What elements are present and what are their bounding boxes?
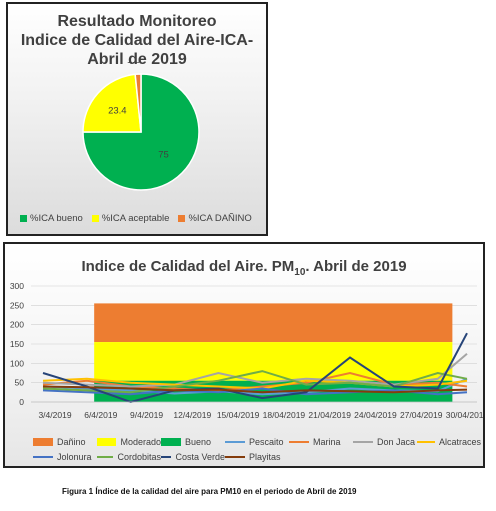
pie-legend-label: %ICA aceptable xyxy=(101,213,170,224)
x-tick-label: 30/04/2019 xyxy=(446,410,483,420)
y-tick-label: 250 xyxy=(10,300,24,310)
line-legend: Dañino Moderado Bueno Pescaito Marina Don Jac… xyxy=(33,434,481,464)
line-legend-label: Bueno xyxy=(185,436,212,447)
line-legend-item-jolonura: Jolonura xyxy=(33,452,97,462)
pie-legend-item-ica-aceptable: %ICA aceptable xyxy=(91,213,170,224)
x-tick-label: 24/04/2019 xyxy=(354,410,397,420)
x-tick-label: 15/04/2019 xyxy=(217,410,260,420)
pie-legend: %ICA bueno %ICA aceptable %ICA DAÑINO xyxy=(20,213,265,224)
pie-legend-item-ica-bueno: %ICA bueno xyxy=(20,213,83,224)
line-legend-label: Playitas xyxy=(249,451,281,462)
line-legend-swatch xyxy=(225,440,245,443)
line-legend-row: Dañino Moderado Bueno Pescaito Marina Don Jac… xyxy=(33,434,481,449)
line-legend-item-costa-verde: Costa Verde xyxy=(161,452,225,462)
line-legend-label: Pescaito xyxy=(249,436,284,447)
line-legend-item-danino: Dañino xyxy=(33,437,97,447)
pie-data-label-ica-aceptable: 23.4 xyxy=(108,106,127,117)
x-tick-label: 6/4/2019 xyxy=(84,410,117,420)
line-legend-label: Costa Verde xyxy=(175,451,225,462)
pie-slice-ica-bueno xyxy=(82,73,200,191)
line-chart-title: Indice de Calidad del Aire. PM10. Abril … xyxy=(5,258,483,278)
line-legend-swatch xyxy=(97,455,114,458)
line-legend-swatch xyxy=(225,455,245,458)
pie-legend-swatch xyxy=(91,215,99,222)
pie-data-label-ica-danino: 1.6 xyxy=(127,60,140,66)
pie-chart-title: Resultado Monitoreo Indice de Calidad de… xyxy=(20,13,254,68)
pie-legend-swatch xyxy=(178,215,186,222)
line-legend-swatch xyxy=(33,437,53,446)
y-tick-label: 200 xyxy=(10,320,24,330)
line-legend-swatch xyxy=(161,455,172,458)
line-legend-label: Cordobitas xyxy=(117,451,161,462)
line-legend-item-bueno: Bueno xyxy=(161,437,225,447)
line-chart-panel: Indice de Calidad del Aire. PM10. Abril … xyxy=(3,242,485,468)
line-legend-item-cordobitas: Cordobitas xyxy=(97,452,161,462)
line-chart-title-main: Indice de Calidad del Aire. PM xyxy=(81,258,295,275)
band-danino xyxy=(94,303,453,343)
line-legend-label: Marina xyxy=(313,436,341,447)
x-tick-label: 9/4/2019 xyxy=(130,410,163,420)
y-tick-label: 150 xyxy=(10,339,24,349)
pie-slice-ica-danino xyxy=(134,73,142,133)
x-tick-label: 18/04/2019 xyxy=(263,410,306,420)
line-legend-label: Jolonura xyxy=(57,451,92,462)
y-tick-label: 50 xyxy=(15,378,25,388)
figure-caption: Figura 1 Índice de la calidad del aire p… xyxy=(62,487,357,496)
line-chart-title-tail: . Abril de 2019 xyxy=(305,258,407,275)
line-legend-item-playitas: Playitas xyxy=(225,452,289,462)
pie-legend-swatch xyxy=(20,215,27,222)
line-legend-label: Moderado xyxy=(120,436,161,447)
pie-chart-panel: Resultado Monitoreo Indice de Calidad de… xyxy=(6,2,268,236)
line-legend-label: Don Jaca xyxy=(377,436,416,447)
x-tick-label: 12/4/2019 xyxy=(173,410,211,420)
pie-legend-label: %ICA DAÑINO xyxy=(188,213,252,224)
pie-legend-label: %ICA bueno xyxy=(30,213,83,224)
x-tick-label: 21/04/2019 xyxy=(308,410,351,420)
line-legend-swatch xyxy=(161,437,181,446)
line-chart: 0 50 100 150 200 250 300 3/4/2019 6/4/2019 9/4/20… xyxy=(10,281,483,420)
y-tick-label: 100 xyxy=(10,358,24,368)
line-legend-swatch xyxy=(353,440,373,443)
pie-slice-ica-aceptable xyxy=(82,73,142,133)
series-line-costa-verde xyxy=(42,332,468,404)
series-line-marina xyxy=(42,371,468,392)
line-legend-label: Dañino xyxy=(57,436,86,447)
x-tick-label: 3/4/2019 xyxy=(38,410,71,420)
pie-data-label-ica-bueno: 75 xyxy=(158,150,169,161)
line-legend-item-moderado: Moderado xyxy=(97,437,161,447)
y-tick-label: 300 xyxy=(10,281,24,291)
line-legend-item-pescaito: Pescaito xyxy=(225,437,289,447)
line-legend-item-don-jaca: Don Jaca xyxy=(353,437,417,447)
line-legend-swatch xyxy=(289,440,309,443)
y-tick-label: 0 xyxy=(19,397,24,407)
x-tick-label: 27/04/2019 xyxy=(400,410,443,420)
line-legend-item-alcatraces: Alcatraces xyxy=(417,437,481,447)
line-legend-row: Jolonura Cordobitas Costa Verde Playitas xyxy=(33,449,481,464)
series-line-playitas xyxy=(42,385,468,394)
line-legend-item-marina: Marina xyxy=(289,437,353,447)
line-legend-label: Alcatraces xyxy=(438,436,481,447)
line-legend-swatch xyxy=(417,440,435,443)
pie-legend-item-ica-danino: %ICA DAÑINO xyxy=(178,213,252,224)
line-legend-swatch xyxy=(97,437,117,446)
pie-chart: 75 23.4 1.6 xyxy=(82,60,200,191)
line-legend-swatch xyxy=(33,455,53,458)
line-chart-title-sub: 10 xyxy=(294,267,306,278)
series-line-cordobitas xyxy=(42,370,468,394)
